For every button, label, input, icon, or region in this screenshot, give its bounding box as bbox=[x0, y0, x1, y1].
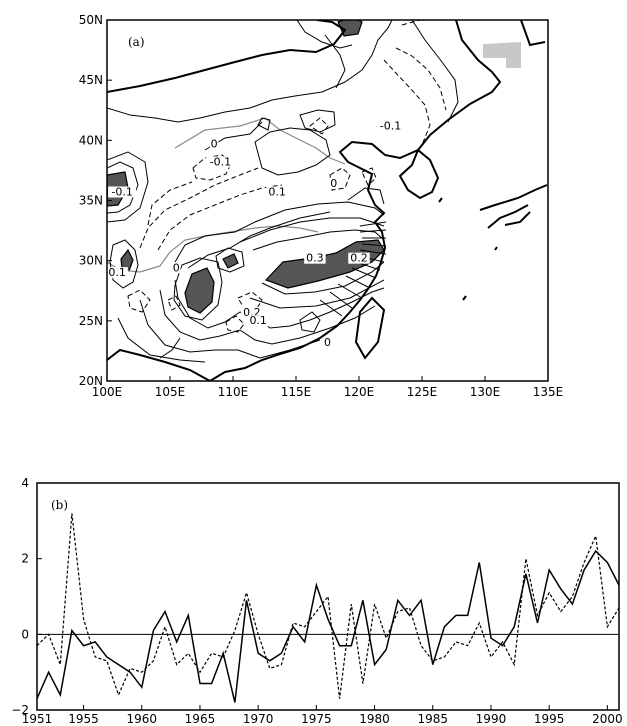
map-y-axis: 20N 25N 30N 35N 40N 45N 50N bbox=[79, 13, 112, 388]
map-x-tick-label: 125E bbox=[407, 385, 438, 399]
map-x-tick-label: 100E bbox=[92, 385, 123, 399]
timeseries-x-axis: 1951 1955 1960 1965 1970 1975 1980 1985 1990 1995… bbox=[22, 705, 623, 726]
contour-label-bg bbox=[348, 252, 370, 264]
contour-label-bg bbox=[247, 315, 269, 327]
ts-x-tick-label: 1970 bbox=[243, 712, 274, 726]
contour-label-bg bbox=[206, 156, 235, 168]
map-contents: -0.10-0.10.10-0.10.1 00.3 0.20.20.10 bbox=[107, 20, 548, 381]
ts-x-tick-label: 1951 bbox=[22, 712, 53, 726]
ts-x-tick-label: 2000 bbox=[592, 712, 623, 726]
contour-label: 0 bbox=[211, 137, 218, 150]
shade-region-northeast bbox=[483, 42, 521, 68]
map-x-tick-label: 135E bbox=[533, 385, 564, 399]
ts-x-tick-label: 1980 bbox=[359, 712, 390, 726]
contour-label-bg bbox=[323, 336, 332, 348]
timeseries-panel: (b) 1951 1955 1960 1965 1970 1975 1980 1985 1990… bbox=[11, 476, 622, 726]
map-x-tick-label: 115E bbox=[281, 385, 312, 399]
contour-label-bg bbox=[172, 262, 181, 274]
series-solid-line bbox=[36, 549, 620, 703]
map-panel: -0.10-0.10.10-0.10.1 00.3 0.20.20.10 (a) 1… bbox=[79, 13, 564, 399]
map-x-tick-label: 105E bbox=[155, 385, 186, 399]
ts-y-tick-label: −2 bbox=[11, 703, 29, 717]
contour-label: 0.1 bbox=[249, 314, 267, 327]
contours-dashed bbox=[127, 20, 447, 333]
contour-label: 0.1 bbox=[268, 185, 286, 198]
map-x-tick-label: 110E bbox=[218, 385, 249, 399]
map-y-tick-label: 45N bbox=[79, 73, 103, 87]
map-y-tick-label: 50N bbox=[79, 13, 103, 27]
map-x-tick-label: 130E bbox=[470, 385, 501, 399]
contour-label: -0.1 bbox=[111, 185, 132, 198]
ts-x-tick-label: 1965 bbox=[185, 712, 216, 726]
ts-x-tick-label: 1985 bbox=[417, 712, 448, 726]
map-y-tick-label: 40N bbox=[79, 133, 103, 147]
map-frame bbox=[106, 19, 549, 382]
contour-label-bg bbox=[107, 267, 128, 279]
timeseries-frame bbox=[36, 482, 620, 711]
ts-x-tick-label: 1955 bbox=[68, 712, 99, 726]
timeseries-y-axis: −2 0 2 4 bbox=[11, 476, 42, 717]
ts-y-tick-label: 4 bbox=[21, 476, 29, 490]
map-x-axis: 100E 105E 110E 115E 120E 125E 130E 135E bbox=[92, 376, 564, 399]
ts-x-tick-label: 1960 bbox=[126, 712, 157, 726]
shade-region-sichuan bbox=[120, 248, 134, 272]
map-panel-label: (a) bbox=[128, 35, 145, 49]
map-y-tick-label: 20N bbox=[79, 374, 103, 388]
contour-label: 0 bbox=[173, 261, 180, 274]
map-y-tick-label: 35N bbox=[79, 194, 103, 208]
ts-x-tick-label: 1975 bbox=[301, 712, 332, 726]
ts-y-tick-label: 2 bbox=[21, 552, 29, 566]
contour-label-bg bbox=[209, 138, 219, 150]
contour-label: -0.1 bbox=[380, 119, 401, 132]
contour-label-bg bbox=[241, 306, 263, 318]
ts-x-tick-label: 1990 bbox=[476, 712, 507, 726]
series-dashed-line bbox=[36, 513, 620, 699]
contour-label-bg bbox=[376, 120, 405, 132]
contour-label-bg bbox=[329, 178, 339, 190]
timeseries-panel-label: (b) bbox=[51, 498, 68, 512]
contour-label: -0.1 bbox=[210, 155, 231, 168]
contour-label-bg bbox=[304, 252, 326, 264]
contour-label: 0 bbox=[324, 336, 331, 349]
contour-labels: -0.10-0.10.10-0.10.1 00.3 0.20.20.10 bbox=[107, 119, 405, 349]
contour-label-bg bbox=[266, 186, 288, 198]
coastlines bbox=[107, 20, 548, 381]
ts-y-tick-label: 0 bbox=[21, 627, 29, 641]
map-y-tick-label: 30N bbox=[79, 254, 103, 268]
contour-label: 0 bbox=[330, 177, 337, 190]
contour-label: 0.2 bbox=[350, 252, 368, 265]
shade-region-hunan bbox=[222, 253, 239, 269]
map-x-tick-label: 120E bbox=[344, 385, 375, 399]
contour-label-bg bbox=[108, 186, 137, 198]
ts-x-tick-label: 1995 bbox=[534, 712, 565, 726]
contour-label: 0.3 bbox=[306, 252, 324, 265]
map-y-tick-label: 25N bbox=[79, 314, 103, 328]
shade-region-guizhou bbox=[184, 267, 215, 314]
contour-label: 0.1 bbox=[108, 266, 126, 279]
